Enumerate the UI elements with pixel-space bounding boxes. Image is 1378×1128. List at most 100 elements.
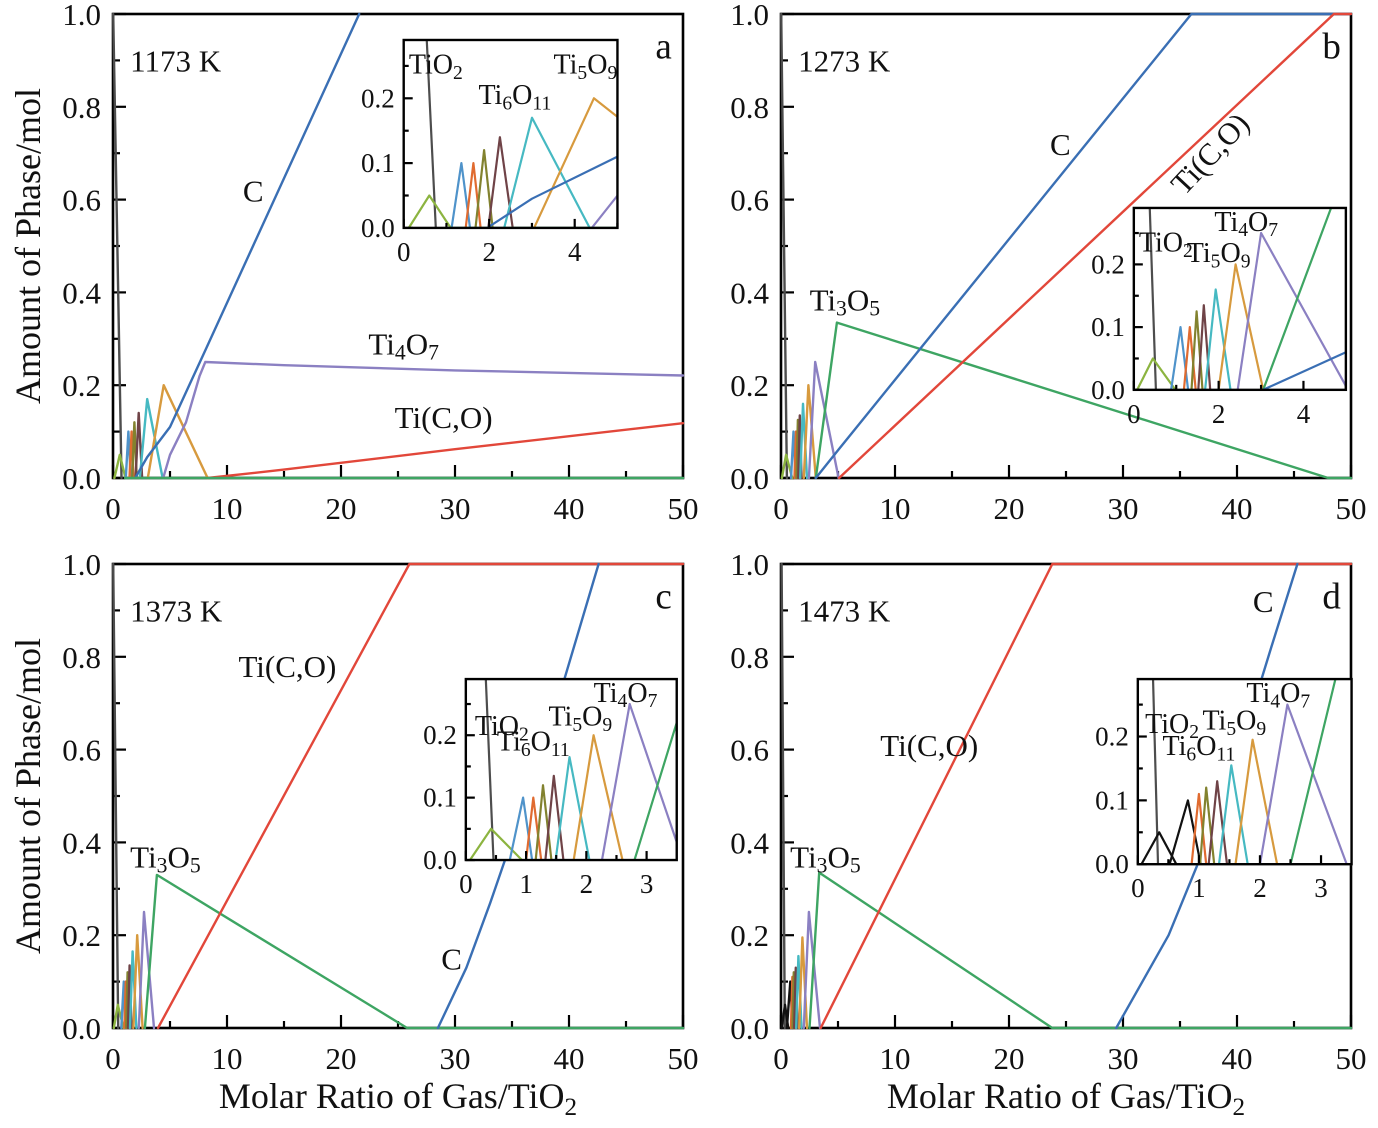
curve-Ti-3O-5 — [633, 718, 677, 861]
curve-TiO-2 — [1148, 207, 1158, 390]
y-axis-title: Amount of Phase/mol — [8, 638, 48, 954]
curve-unlabeled-1 — [1136, 357, 1177, 390]
x-tick-label: 20 — [326, 1041, 357, 1076]
y-tick-label: 0.0 — [730, 461, 769, 496]
panel-letter: a — [655, 26, 671, 67]
plot-frame — [1136, 677, 1353, 866]
curve-label: 1373 K — [130, 593, 223, 628]
x-tick-label: 30 — [1108, 491, 1139, 526]
curve-Ti-C-O- — [819, 562, 1353, 1030]
curve-label: 1473 K — [798, 593, 891, 628]
plot-frame — [1132, 206, 1348, 392]
y-tick-label: 0.2 — [730, 368, 769, 403]
panel-letter: d — [1322, 576, 1341, 617]
inset-x-tick-label: 0 — [459, 869, 473, 899]
x-axis-title: Molar Ratio of Gas/TiO2 — [219, 1076, 577, 1120]
inset-background — [1132, 206, 1347, 391]
x-tick-label: 10 — [880, 1041, 911, 1076]
y-tick-label: 1.0 — [730, 0, 769, 32]
curve-Ti-4O-7 — [600, 702, 677, 861]
y-tick-label: 0.4 — [730, 825, 769, 860]
curve-Ti-4O-7 — [807, 360, 840, 480]
x-tick-label: 30 — [1108, 1041, 1139, 1076]
inset-y-tick-label: 0.1 — [1095, 785, 1129, 815]
x-tick-label: 30 — [440, 1041, 471, 1076]
inset-background — [1136, 678, 1353, 866]
x-axis-title: Molar Ratio of Gas/TiO2 — [887, 1076, 1245, 1120]
inset-x-tick-label: 4 — [1297, 399, 1311, 429]
x-tick-label: 20 — [994, 491, 1025, 526]
y-tick-label: 0.4 — [62, 825, 101, 860]
curve-unlabeled-1 — [113, 453, 127, 480]
inset-y-tick-label: 0.1 — [1091, 312, 1125, 342]
inset-curve-label: Ti5O9 — [1187, 238, 1251, 272]
curve-Ti-6O-11 — [1217, 764, 1249, 865]
y-tick-label: 1.0 — [62, 0, 101, 32]
curve-Ti-4O-7 — [590, 194, 618, 228]
inset-x-tick-label: 3 — [640, 869, 654, 899]
curve-label: Ti(C,O) — [1163, 105, 1255, 200]
x-tick-label: 50 — [1336, 1041, 1367, 1076]
curve-Ti-C-O- — [837, 12, 1353, 480]
curve-Ti-C-O- — [1349, 862, 1352, 865]
curve-Ti-4O-7 — [137, 910, 156, 1030]
curve-C — [486, 155, 618, 228]
curve-Ti-4O-7 — [1258, 703, 1348, 865]
curve-label: 1273 K — [798, 43, 891, 78]
inset-y-tick-label: 0.0 — [361, 213, 395, 243]
y-tick-label: 0.4 — [730, 275, 769, 310]
curve-unlabeled-1 — [407, 194, 452, 228]
curve-Ti-3O-5 — [1262, 207, 1333, 390]
y-axis-title: Amount of Phase/mol — [8, 88, 48, 404]
curve-label: C — [243, 173, 264, 208]
inset-curve-label: Ti6O11 — [1162, 731, 1235, 765]
curve-Ti-6O-11 — [1203, 288, 1232, 390]
curve-Ti-5O-9 — [1217, 263, 1265, 390]
inset-curve-label: TiO2 — [1145, 708, 1199, 742]
y-tick-label: 0.8 — [62, 89, 101, 124]
curve-Ti-3O-5 — [814, 321, 1353, 480]
y-tick-label: 0.8 — [730, 639, 769, 674]
x-tick-label: 0 — [773, 1041, 789, 1076]
curve-unlabeled-5 — [487, 136, 514, 228]
curve-unlabeled-5 — [1207, 780, 1229, 865]
curve-TiO-2 — [780, 12, 789, 480]
inset-y-tick-label: 0.2 — [1091, 249, 1125, 279]
curve-Ti-6O-11 — [554, 755, 591, 861]
curve-label: 1173 K — [130, 43, 222, 78]
inset-y-tick-label: 0.2 — [1095, 722, 1129, 752]
x-tick-label: 0 — [105, 491, 121, 526]
x-tick-label: 10 — [880, 491, 911, 526]
plot-frame — [464, 677, 678, 862]
x-tick-label: 50 — [668, 491, 699, 526]
inset-curve-label: Ti5O9 — [548, 701, 612, 735]
curve-Ti-C-O- — [1350, 0, 1378, 390]
curve-TiO-2 — [1151, 679, 1160, 865]
y-tick-label: 1.0 — [62, 547, 101, 582]
x-tick-label: 0 — [105, 1041, 121, 1076]
curve-C — [1262, 351, 1346, 390]
plot-frame — [402, 38, 619, 230]
curve-label: Ti4O7 — [368, 326, 439, 365]
y-tick-label: 0.6 — [62, 182, 101, 217]
inset-x-tick-label: 4 — [568, 237, 582, 267]
inset-x-tick-label: 0 — [397, 237, 411, 267]
curve-Ti-C-O- — [206, 422, 685, 480]
curve-label: Ti3O5 — [130, 839, 201, 878]
curve-label: Ti3O5 — [790, 839, 861, 878]
inset-y-tick-label: 0.2 — [361, 83, 395, 113]
curve-unlabeled-1 — [780, 453, 794, 480]
inset-x-tick-label: 0 — [1131, 873, 1145, 903]
curve-label: C — [1253, 584, 1274, 619]
x-tick-label: 20 — [994, 1041, 1025, 1076]
inset-x-tick-label: 2 — [482, 237, 496, 267]
